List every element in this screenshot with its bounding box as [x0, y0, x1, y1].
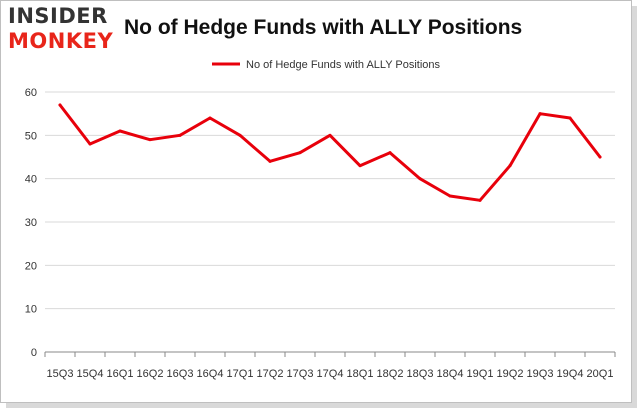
x-tick-label: 16Q1 [107, 368, 134, 380]
x-tick-label: 19Q4 [557, 368, 584, 380]
x-tick-label: 18Q2 [377, 368, 404, 380]
data-point [568, 116, 572, 120]
data-point [58, 103, 62, 107]
data-point [508, 164, 512, 168]
data-point [388, 151, 392, 155]
x-tick-label: 18Q4 [437, 368, 464, 380]
data-point [148, 138, 152, 142]
x-tick-label: 18Q1 [347, 368, 374, 380]
x-tick-label: 17Q4 [317, 368, 344, 380]
series-line [58, 103, 602, 202]
x-tick-label: 17Q3 [287, 368, 314, 380]
x-tick-label: 18Q3 [407, 368, 434, 380]
x-tick-label: 19Q2 [497, 368, 524, 380]
data-point [328, 133, 332, 137]
data-point [478, 198, 482, 202]
x-tick-label: 19Q3 [527, 368, 554, 380]
x-tick-label: 17Q2 [257, 368, 284, 380]
x-tick-label: 20Q1 [587, 368, 614, 380]
y-tick-label: 40 [25, 174, 37, 186]
data-point [238, 133, 242, 137]
data-point [448, 194, 452, 198]
x-tick-label: 16Q3 [167, 368, 194, 380]
data-point [418, 177, 422, 181]
logo-line-1: INSIDER [8, 4, 108, 28]
data-point [118, 129, 122, 133]
x-tick-label: 19Q1 [467, 368, 494, 380]
y-tick-label: 50 [25, 130, 37, 142]
y-tick-label: 20 [25, 260, 37, 272]
data-point [178, 133, 182, 137]
data-point [598, 155, 602, 159]
insider-monkey-logo: INSIDER MONKEY [8, 4, 116, 54]
data-point [538, 112, 542, 116]
legend-label: No of Hedge Funds with ALLY Positions [246, 59, 441, 71]
x-tick-label: 15Q4 [77, 368, 104, 380]
y-tick-label: 10 [25, 304, 37, 316]
y-tick-label: 0 [31, 347, 37, 359]
x-tick-label: 17Q1 [227, 368, 254, 380]
x-tick-label: 15Q3 [47, 368, 74, 380]
data-point [208, 116, 212, 120]
chart-panel [0, 0, 632, 403]
x-tick-label: 16Q2 [137, 368, 164, 380]
x-tick-label: 16Q4 [197, 368, 224, 380]
data-point [88, 142, 92, 146]
chart-title: No of Hedge Funds with ALLY Positions [124, 16, 523, 39]
y-tick-label: 60 [25, 87, 37, 99]
y-tick-label: 30 [25, 217, 37, 229]
data-point [298, 151, 302, 155]
data-point [358, 164, 362, 168]
data-point [268, 159, 272, 163]
logo-line-2: MONKEY [8, 29, 114, 53]
